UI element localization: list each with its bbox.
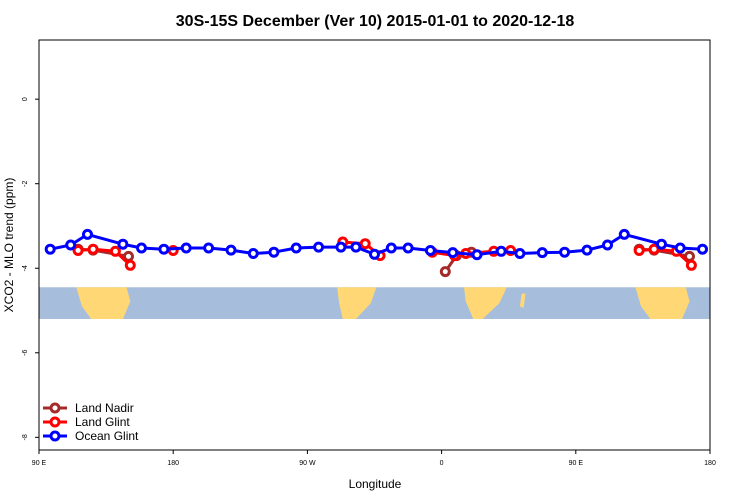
- y-tick-label: -4: [22, 265, 29, 271]
- x-tick-label: 90 E: [32, 460, 47, 467]
- data-point-ocean-glint: [559, 246, 571, 258]
- data-point-ocean-glint: [82, 228, 93, 240]
- series-line-land-glint: [77, 247, 132, 267]
- x-tick-label: 90 W: [299, 460, 316, 467]
- data-point-ocean-glint: [536, 247, 548, 259]
- data-point-ocean-glint: [290, 242, 302, 254]
- data-point-ocean-glint: [158, 243, 170, 255]
- series-land-glint: [72, 236, 697, 271]
- data-point-ocean-glint: [581, 244, 593, 256]
- legend-marker-land-nadir: [49, 402, 61, 414]
- y-tick-label: -6: [22, 350, 29, 356]
- data-point-land-glint: [72, 245, 84, 256]
- legend-label-land-nadir: Land Nadir: [75, 401, 134, 415]
- data-point-ocean-glint: [424, 245, 436, 256]
- data-point-ocean-glint: [656, 238, 667, 250]
- data-point-land-nadir: [439, 266, 451, 278]
- data-point-land-glint: [124, 259, 136, 271]
- data-point-ocean-glint: [697, 243, 708, 255]
- legend-item-land-nadir: Land Nadir: [43, 401, 134, 415]
- data-point-land-glint: [685, 259, 697, 271]
- data-point-ocean-glint: [247, 248, 259, 259]
- legend-item-land-glint: Land Glint: [43, 415, 130, 429]
- y-tick-label: -8: [22, 434, 29, 440]
- data-point-land-glint: [648, 243, 660, 255]
- data-point-land-glint: [359, 238, 371, 250]
- data-point-ocean-glint: [385, 242, 397, 254]
- data-point-ocean-glint: [225, 244, 237, 256]
- data-point-ocean-glint: [117, 238, 129, 250]
- map-land-shape: [76, 287, 131, 319]
- map-land-shape: [519, 293, 526, 308]
- legend-marker-ocean-glint: [49, 430, 61, 442]
- data-point-ocean-glint: [335, 241, 347, 253]
- data-point-ocean-glint: [514, 248, 526, 259]
- data-point-ocean-glint: [495, 245, 507, 257]
- data-point-ocean-glint: [350, 241, 362, 253]
- legend-label-land-glint: Land Glint: [75, 415, 130, 429]
- x-axis: 90 E 180 90 W 0 90 E 180: [32, 450, 716, 467]
- series-line-land-glint: [639, 247, 693, 267]
- x-tick-label: 0: [440, 460, 444, 467]
- x-tick-label: 180: [167, 460, 179, 467]
- map-band: [39, 287, 710, 319]
- chart-title: 30S-15S December (Ver 10) 2015-01-01 to …: [176, 13, 575, 30]
- legend: Land Nadir Land Glint Ocean Glint: [43, 401, 139, 443]
- data-point-ocean-glint: [674, 242, 686, 254]
- data-point-ocean-glint: [268, 246, 280, 258]
- data-point-ocean-glint: [180, 242, 192, 254]
- y-tick-label: 0: [22, 97, 29, 101]
- data-point-ocean-glint: [447, 247, 459, 259]
- x-tick-label: 90 E: [569, 460, 584, 467]
- data-point-land-glint: [109, 245, 121, 257]
- x-axis-label: Longitude: [349, 477, 402, 491]
- legend-label-ocean-glint: Ocean Glint: [75, 429, 139, 443]
- y-axis: 0 -2 -4 -6 -8: [22, 97, 39, 440]
- series-layer: [44, 228, 708, 278]
- data-point-ocean-glint: [471, 249, 483, 261]
- data-point-ocean-glint: [402, 242, 414, 254]
- x-tick-label: 180: [704, 460, 716, 467]
- map-land-shape: [337, 287, 377, 319]
- data-point-ocean-glint: [618, 228, 630, 240]
- data-point-land-glint: [633, 245, 645, 256]
- legend-marker-land-glint: [49, 416, 61, 428]
- data-point-land-glint: [87, 243, 99, 255]
- y-axis-label: XCO2 - MLO trend (ppm): [2, 178, 16, 313]
- data-point-ocean-glint: [44, 243, 56, 255]
- y-tick-label: -2: [22, 180, 29, 186]
- data-point-ocean-glint: [136, 242, 147, 254]
- data-point-ocean-glint: [369, 248, 380, 260]
- data-point-ocean-glint: [313, 241, 325, 253]
- data-point-ocean-glint: [602, 239, 613, 251]
- map-land: [76, 287, 690, 319]
- legend-item-ocean-glint: Ocean Glint: [43, 429, 139, 443]
- plot-frame: [38, 39, 711, 451]
- series-ocean-glint: [44, 228, 708, 261]
- data-point-ocean-glint: [203, 242, 215, 254]
- map-land-shape: [635, 287, 690, 319]
- map-land-shape: [464, 287, 507, 319]
- data-point-ocean-glint: [65, 239, 77, 251]
